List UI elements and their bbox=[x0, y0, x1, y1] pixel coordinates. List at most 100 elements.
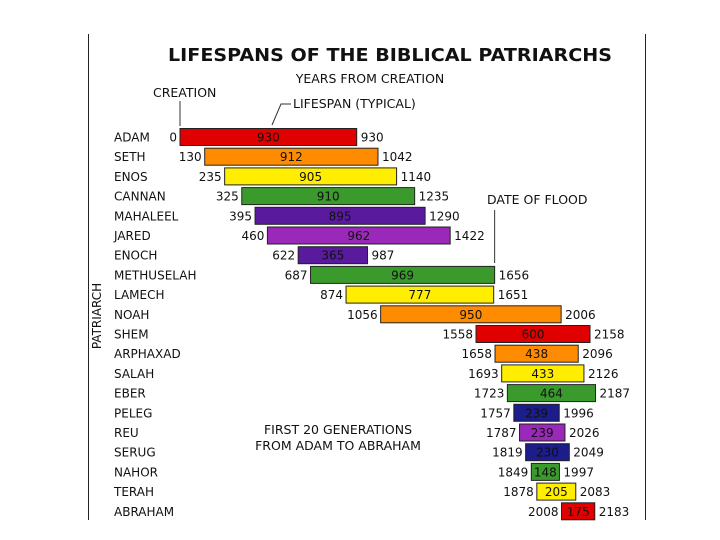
death-year-label-8: 1651 bbox=[498, 288, 529, 302]
death-year-label-13: 2187 bbox=[600, 387, 631, 401]
span-label-14: 239 bbox=[525, 406, 548, 420]
lifespan-bar-15 bbox=[519, 423, 566, 442]
span-label-17: 148 bbox=[534, 465, 557, 479]
flood-annotation: DATE OF FLOOD bbox=[487, 192, 588, 207]
frame-right-rule bbox=[645, 34, 646, 520]
lifespan-bar-2 bbox=[224, 167, 398, 186]
lifespan-bar-7 bbox=[310, 265, 496, 284]
chart-subtitle: YEARS FROM CREATION bbox=[295, 71, 445, 86]
birth-year-label-6: 622 bbox=[272, 249, 295, 263]
span-label-2: 905 bbox=[299, 170, 322, 184]
span-label-4: 895 bbox=[329, 209, 352, 223]
birth-year-label-2: 235 bbox=[199, 170, 222, 184]
lifespan-bar-19 bbox=[561, 502, 596, 521]
patriarch-label-8: LAMECH bbox=[114, 288, 165, 302]
lifespan-bar-4 bbox=[254, 206, 426, 225]
patriarch-label-2: ENOS bbox=[114, 170, 148, 184]
birth-year-label-3: 325 bbox=[216, 190, 239, 204]
lifespan-bar-13 bbox=[506, 384, 597, 403]
patriarch-label-10: SHEM bbox=[114, 328, 149, 342]
lifespan-bar-16 bbox=[525, 443, 570, 462]
lifespan-bar-8 bbox=[345, 285, 495, 304]
death-year-label-18: 2083 bbox=[580, 485, 611, 499]
footnote-line-2: FROM ADAM TO ABRAHAM bbox=[255, 438, 421, 453]
lifespan-pointer bbox=[271, 103, 291, 126]
death-year-label-16: 2049 bbox=[573, 446, 604, 460]
lifespan-bar-1 bbox=[204, 147, 379, 166]
lifespan-annotation: LIFESPAN (TYPICAL) bbox=[293, 96, 416, 111]
patriarch-label-12: SALAH bbox=[114, 367, 154, 381]
span-label-9: 950 bbox=[459, 308, 482, 322]
birth-year-label-13: 1723 bbox=[474, 387, 505, 401]
patriarch-label-3: CANNAN bbox=[114, 190, 166, 204]
birth-year-label-5: 460 bbox=[241, 229, 264, 243]
span-label-13: 464 bbox=[540, 387, 563, 401]
span-label-19: 175 bbox=[567, 505, 590, 519]
span-label-7: 969 bbox=[391, 268, 414, 282]
birth-year-label-7: 687 bbox=[285, 268, 308, 282]
patriarch-label-0: ADAM bbox=[114, 131, 150, 145]
death-year-label-11: 2096 bbox=[582, 347, 613, 361]
span-label-15: 239 bbox=[531, 426, 554, 440]
birth-year-label-14: 1757 bbox=[480, 406, 511, 420]
patriarch-label-7: METHUSELAH bbox=[114, 268, 196, 282]
death-year-label-0: 930 bbox=[361, 131, 384, 145]
patriarch-label-14: PELEG bbox=[114, 406, 152, 420]
death-year-label-1: 1042 bbox=[382, 150, 413, 164]
death-year-label-9: 2006 bbox=[565, 308, 596, 322]
patriarch-label-5: JARED bbox=[113, 229, 151, 243]
birth-year-label-4: 395 bbox=[229, 209, 252, 223]
bar-rows: ADAM 930 0 930 SETH 912 130 1042 ENOS 905 235 1140 C… bbox=[113, 128, 631, 521]
lifespan-bar-10 bbox=[475, 325, 591, 343]
birth-year-label-11: 1658 bbox=[461, 347, 492, 361]
patriarch-label-17: NAHOR bbox=[114, 465, 158, 479]
span-label-1: 912 bbox=[280, 150, 303, 164]
footnote-line-1: FIRST 20 GENERATIONS bbox=[264, 422, 412, 437]
span-label-16: 230 bbox=[536, 446, 559, 460]
y-axis-label: PATRIARCH bbox=[90, 283, 104, 349]
span-label-5: 962 bbox=[347, 229, 370, 243]
patriarch-label-9: NOAH bbox=[114, 308, 149, 322]
birth-year-label-18: 1878 bbox=[503, 485, 534, 499]
span-label-12: 433 bbox=[531, 367, 554, 381]
patriarch-label-19: ABRAHAM bbox=[114, 505, 174, 519]
span-label-3: 910 bbox=[317, 190, 340, 204]
death-year-label-5: 1422 bbox=[454, 229, 485, 243]
patriarch-label-13: EBER bbox=[114, 387, 146, 401]
birth-year-label-8: 874 bbox=[320, 288, 343, 302]
frame-left-rule bbox=[88, 34, 89, 520]
lifespan-bar-11 bbox=[494, 344, 579, 363]
patriarch-label-11: ARPHAXAD bbox=[114, 347, 181, 361]
patriarch-label-1: SETH bbox=[114, 150, 146, 164]
creation-annotation: CREATION bbox=[153, 85, 216, 100]
death-year-label-2: 1140 bbox=[401, 170, 432, 184]
chart-title: LIFESPANS OF THE BIBLICAL PATRIARCHS bbox=[168, 46, 612, 66]
lifespan-bar-17 bbox=[530, 462, 560, 481]
birth-year-label-19: 2008 bbox=[528, 505, 559, 519]
lifespan-bar-14 bbox=[513, 403, 560, 422]
span-label-6: 365 bbox=[321, 249, 344, 263]
lifespan-bar-18 bbox=[536, 482, 577, 501]
death-year-label-17: 1997 bbox=[563, 465, 594, 479]
span-label-10: 600 bbox=[522, 328, 545, 342]
birth-year-label-12: 1693 bbox=[468, 367, 499, 381]
birth-year-label-1: 130 bbox=[179, 150, 202, 164]
span-label-18: 205 bbox=[545, 485, 568, 499]
birth-year-label-17: 1849 bbox=[498, 465, 529, 479]
death-year-label-10: 2158 bbox=[594, 328, 625, 342]
death-year-label-4: 1290 bbox=[429, 209, 460, 223]
death-year-label-14: 1996 bbox=[563, 406, 594, 420]
lifespan-bar-9 bbox=[380, 305, 562, 324]
birth-year-label-9: 1056 bbox=[347, 308, 378, 322]
birth-year-label-15: 1787 bbox=[486, 426, 517, 440]
lifespan-bar-3 bbox=[241, 187, 416, 206]
lifespan-bar-0 bbox=[179, 128, 358, 146]
patriarch-label-6: ENOCH bbox=[114, 249, 157, 263]
patriarch-label-16: SERUG bbox=[114, 446, 156, 460]
patriarch-label-4: MAHALEEL bbox=[114, 209, 179, 223]
span-label-8: 777 bbox=[408, 288, 431, 302]
death-year-label-3: 1235 bbox=[419, 190, 450, 204]
patriarch-label-15: REU bbox=[114, 426, 139, 440]
death-year-label-19: 2183 bbox=[599, 505, 630, 519]
